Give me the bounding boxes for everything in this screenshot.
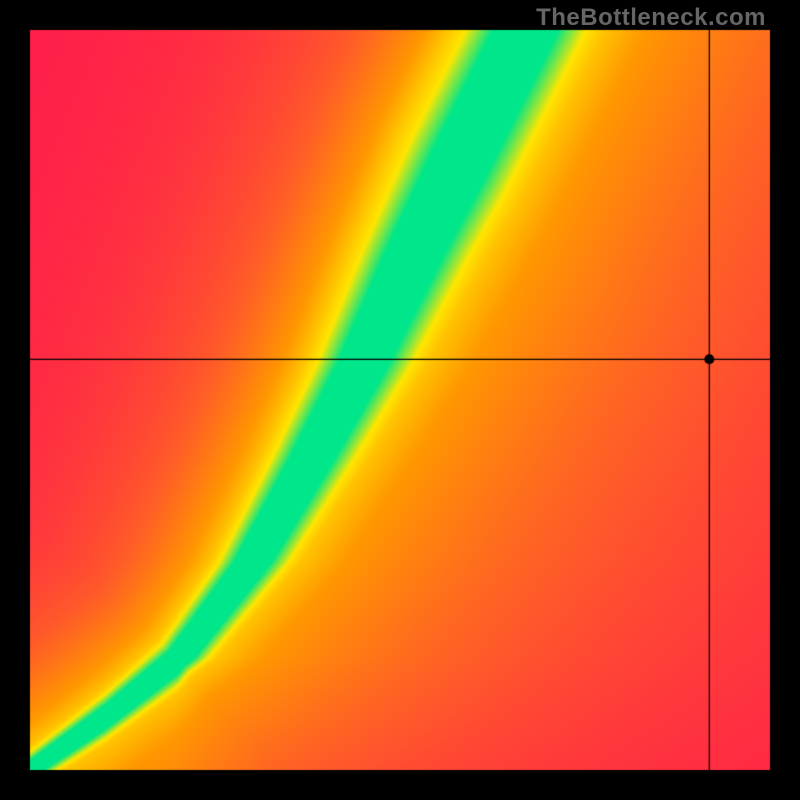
heatmap-canvas — [0, 0, 800, 800]
attribution-watermark: TheBottleneck.com — [536, 4, 766, 32]
chart-container: TheBottleneck.com — [0, 0, 800, 800]
